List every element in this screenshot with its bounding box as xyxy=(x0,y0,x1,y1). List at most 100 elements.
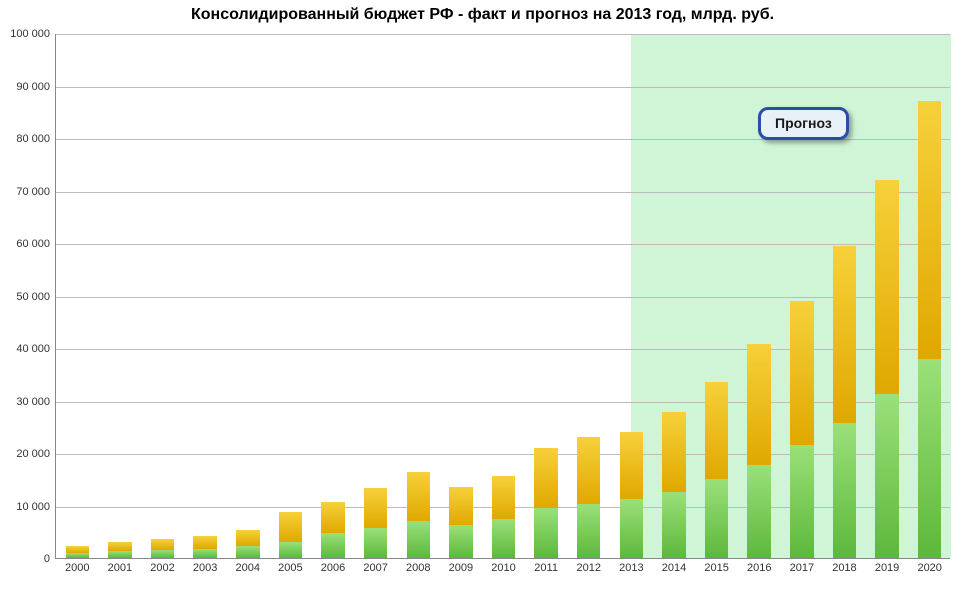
x-tick-label: 2013 xyxy=(619,558,643,574)
gridline xyxy=(56,402,950,403)
x-tick-label: 2008 xyxy=(406,558,430,574)
bar-segment-lower xyxy=(662,492,685,558)
chart-title: Консолидированный бюджет РФ - факт и про… xyxy=(0,6,965,24)
gridline xyxy=(56,297,950,298)
bar xyxy=(620,432,643,558)
bar xyxy=(193,536,216,558)
x-tick-label: 2012 xyxy=(576,558,600,574)
bar-segment-upper xyxy=(833,246,856,423)
y-tick-label: 80 000 xyxy=(16,133,56,145)
bar-segment-upper xyxy=(875,180,898,394)
bar-segment-upper xyxy=(321,502,344,534)
gridline xyxy=(56,244,950,245)
bar-segment-upper xyxy=(193,536,216,549)
bar-segment-lower xyxy=(279,542,302,558)
y-tick-label: 50 000 xyxy=(16,291,56,303)
bar xyxy=(833,246,856,558)
bar-segment-upper xyxy=(108,542,131,551)
bar xyxy=(705,382,728,558)
x-tick-label: 2020 xyxy=(917,558,941,574)
bar-segment-upper xyxy=(407,472,430,521)
bar-segment-upper xyxy=(151,539,174,550)
bar xyxy=(108,542,131,558)
bar-segment-upper xyxy=(918,101,941,358)
bar-segment-lower xyxy=(705,479,728,558)
bar-segment-lower xyxy=(407,521,430,558)
x-tick-label: 2011 xyxy=(534,558,558,574)
bar xyxy=(236,530,259,558)
bar-segment-lower xyxy=(236,546,259,558)
chart-container: Консолидированный бюджет РФ - факт и про… xyxy=(0,0,965,589)
x-tick-label: 2007 xyxy=(363,558,387,574)
bar-segment-lower xyxy=(833,423,856,558)
bar-segment-lower xyxy=(875,394,898,558)
bar-segment-upper xyxy=(577,437,600,504)
y-tick-label: 10 000 xyxy=(16,501,56,513)
bar-segment-upper xyxy=(705,382,728,479)
bar-segment-lower xyxy=(790,445,813,558)
bar xyxy=(577,437,600,558)
bar-segment-upper xyxy=(364,488,387,528)
x-tick-label: 2014 xyxy=(662,558,686,574)
x-tick-label: 2017 xyxy=(790,558,814,574)
forecast-callout: Прогноз xyxy=(758,107,849,140)
bar-segment-lower xyxy=(321,533,344,558)
bar-segment-upper xyxy=(620,432,643,499)
y-tick-label: 70 000 xyxy=(16,186,56,198)
bar xyxy=(321,502,344,558)
bar xyxy=(492,476,515,558)
gridline xyxy=(56,192,950,193)
x-tick-label: 2006 xyxy=(321,558,345,574)
bar-segment-lower xyxy=(66,553,89,558)
gridline xyxy=(56,454,950,455)
bar xyxy=(151,539,174,558)
x-tick-label: 2004 xyxy=(236,558,260,574)
x-tick-label: 2005 xyxy=(278,558,302,574)
bar-segment-upper xyxy=(534,448,557,508)
bar-segment-lower xyxy=(193,549,216,558)
bar-segment-upper xyxy=(279,512,302,542)
y-tick-label: 60 000 xyxy=(16,238,56,250)
bar xyxy=(918,101,941,558)
x-tick-label: 2019 xyxy=(875,558,899,574)
bar xyxy=(66,546,89,558)
bar-segment-upper xyxy=(790,301,813,445)
x-tick-label: 2018 xyxy=(832,558,856,574)
bar-segment-lower xyxy=(108,551,131,558)
bar xyxy=(662,412,685,558)
bar-segment-lower xyxy=(747,465,770,558)
y-tick-label: 20 000 xyxy=(16,448,56,460)
y-tick-label: 40 000 xyxy=(16,343,56,355)
bar-segment-upper xyxy=(449,487,472,525)
gridline xyxy=(56,34,950,35)
bar xyxy=(875,180,898,558)
forecast-callout-text: Прогноз xyxy=(775,115,832,131)
bar-segment-upper xyxy=(492,476,515,520)
x-tick-label: 2003 xyxy=(193,558,217,574)
bar xyxy=(747,344,770,558)
x-tick-label: 2001 xyxy=(108,558,132,574)
x-tick-label: 2015 xyxy=(704,558,728,574)
bar xyxy=(449,487,472,558)
y-tick-label: 90 000 xyxy=(16,81,56,93)
bar xyxy=(790,301,813,558)
bar-segment-lower xyxy=(918,359,941,559)
x-tick-label: 2010 xyxy=(491,558,515,574)
y-tick-label: 100 000 xyxy=(10,28,56,40)
x-tick-label: 2009 xyxy=(449,558,473,574)
bar-segment-upper xyxy=(66,546,89,552)
bar-segment-lower xyxy=(577,504,600,558)
bar-segment-lower xyxy=(492,519,515,558)
gridline xyxy=(56,87,950,88)
bar xyxy=(279,512,302,558)
bar-segment-lower xyxy=(534,508,557,558)
bar-segment-upper xyxy=(747,344,770,465)
gridline xyxy=(56,349,950,350)
x-tick-label: 2016 xyxy=(747,558,771,574)
bar-segment-lower xyxy=(151,550,174,558)
bar xyxy=(534,448,557,558)
x-tick-label: 2000 xyxy=(65,558,89,574)
bar-segment-lower xyxy=(620,499,643,558)
y-tick-label: 30 000 xyxy=(16,396,56,408)
bar-segment-upper xyxy=(236,530,259,546)
